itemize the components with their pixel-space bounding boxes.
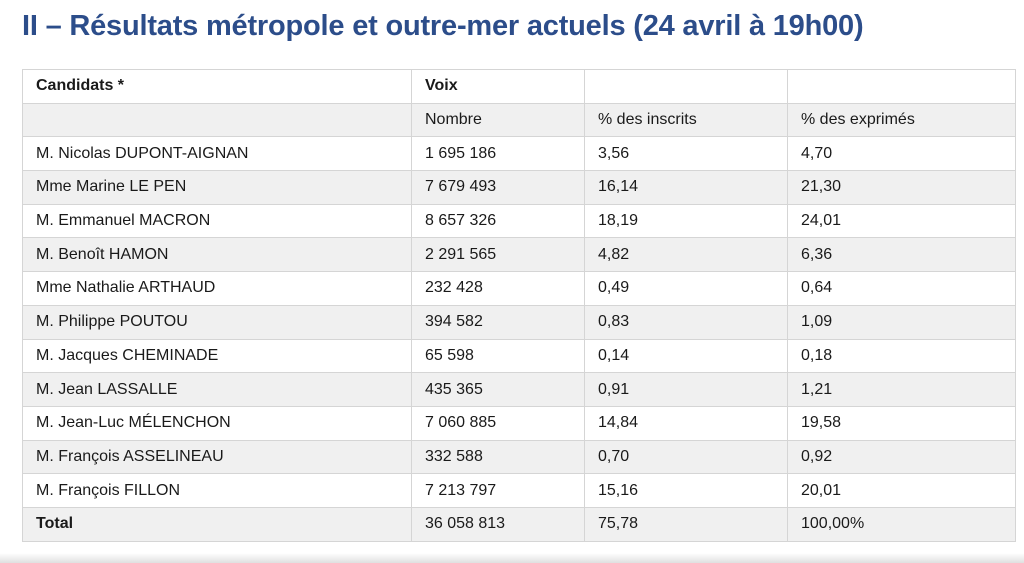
subheader-pct-exprimes: % des exprimés [787,102,1016,138]
header-candidats: Candidats * [22,69,412,104]
results-table: Candidats * Voix Nombre % des inscrits %… [22,69,1016,542]
candidate-name: Mme Marine LE PEN [22,170,412,205]
candidate-votes: 7 060 885 [411,405,585,441]
candidate-pct-exprimes: 21,30 [787,170,1016,205]
table-row: M. Benoît HAMON 2 291 565 4,82 6,36 [22,237,1016,273]
candidate-pct-inscrits: 16,14 [584,170,788,205]
header-empty-3 [584,69,788,104]
candidate-pct-exprimes: 6,36 [787,237,1016,273]
table-row: M. Emmanuel MACRON 8 657 326 18,19 24,01 [22,203,1016,239]
total-label: Total [22,506,412,542]
candidate-pct-exprimes: 20,01 [787,473,1016,508]
candidate-votes: 8 657 326 [411,203,585,239]
header-empty-4 [787,69,1016,104]
total-pct-exprimes: 100,00% [787,506,1016,542]
candidate-pct-inscrits: 18,19 [584,203,788,239]
table-row: M. François ASSELINEAU 332 588 0,70 0,92 [22,439,1016,475]
candidate-name: M. Jean LASSALLE [22,372,412,407]
candidate-votes: 1 695 186 [411,136,585,172]
candidate-pct-inscrits: 0,14 [584,338,788,374]
subheader-nombre: Nombre [411,102,585,138]
table-row: Mme Nathalie ARTHAUD 232 428 0,49 0,64 [22,271,1016,306]
candidate-votes: 332 588 [411,439,585,475]
table-row: M. Jean-Luc MÉLENCHON 7 060 885 14,84 19… [22,405,1016,441]
candidate-pct-exprimes: 4,70 [787,136,1016,172]
candidate-name: M. François FILLON [22,473,412,508]
candidate-name: M. Jacques CHEMINADE [22,338,412,374]
candidate-pct-inscrits: 0,70 [584,439,788,475]
candidate-pct-inscrits: 3,56 [584,136,788,172]
total-pct-inscrits: 75,78 [584,506,788,542]
table-row: M. Philippe POUTOU 394 582 0,83 1,09 [22,304,1016,340]
candidate-name: M. Emmanuel MACRON [22,203,412,239]
candidate-pct-inscrits: 0,83 [584,304,788,340]
candidate-pct-exprimes: 0,64 [787,271,1016,306]
candidate-pct-inscrits: 0,49 [584,271,788,306]
table-row: M. François FILLON 7 213 797 15,16 20,01 [22,473,1016,508]
table-row: M. Nicolas DUPONT-AIGNAN 1 695 186 3,56 … [22,136,1016,172]
candidate-name: Mme Nathalie ARTHAUD [22,271,412,306]
candidate-pct-inscrits: 14,84 [584,405,788,441]
table-row: M. Jacques CHEMINADE 65 598 0,14 0,18 [22,338,1016,374]
candidate-pct-inscrits: 4,82 [584,237,788,273]
header-row-1: Candidats * Voix [22,69,1016,104]
candidate-votes: 65 598 [411,338,585,374]
candidate-pct-inscrits: 0,91 [584,372,788,407]
header-row-2: Nombre % des inscrits % des exprimés [22,102,1016,138]
candidate-name: M. Nicolas DUPONT-AIGNAN [22,136,412,172]
table-row: Mme Marine LE PEN 7 679 493 16,14 21,30 [22,170,1016,205]
candidate-pct-exprimes: 24,01 [787,203,1016,239]
table-row: M. Jean LASSALLE 435 365 0,91 1,21 [22,372,1016,407]
candidate-name: M. François ASSELINEAU [22,439,412,475]
subheader-pct-inscrits: % des inscrits [584,102,788,138]
candidate-name: M. Benoît HAMON [22,237,412,273]
candidate-name: M. Jean-Luc MÉLENCHON [22,405,412,441]
candidate-votes: 2 291 565 [411,237,585,273]
candidate-pct-exprimes: 0,92 [787,439,1016,475]
candidate-pct-inscrits: 15,16 [584,473,788,508]
candidate-votes: 435 365 [411,372,585,407]
candidate-pct-exprimes: 0,18 [787,338,1016,374]
total-votes: 36 058 813 [411,506,585,542]
page-title: II – Résultats métropole et outre-mer ac… [22,10,864,42]
candidate-pct-exprimes: 1,21 [787,372,1016,407]
candidate-votes: 232 428 [411,271,585,306]
candidate-name: M. Philippe POUTOU [22,304,412,340]
candidate-votes: 7 679 493 [411,170,585,205]
total-row: Total 36 058 813 75,78 100,00% [22,506,1016,542]
candidate-votes: 7 213 797 [411,473,585,508]
candidate-votes: 394 582 [411,304,585,340]
header-voix: Voix [411,69,585,104]
bottom-edge-shadow [0,553,1024,563]
subheader-empty-1 [22,102,412,138]
candidate-pct-exprimes: 19,58 [787,405,1016,441]
candidate-pct-exprimes: 1,09 [787,304,1016,340]
